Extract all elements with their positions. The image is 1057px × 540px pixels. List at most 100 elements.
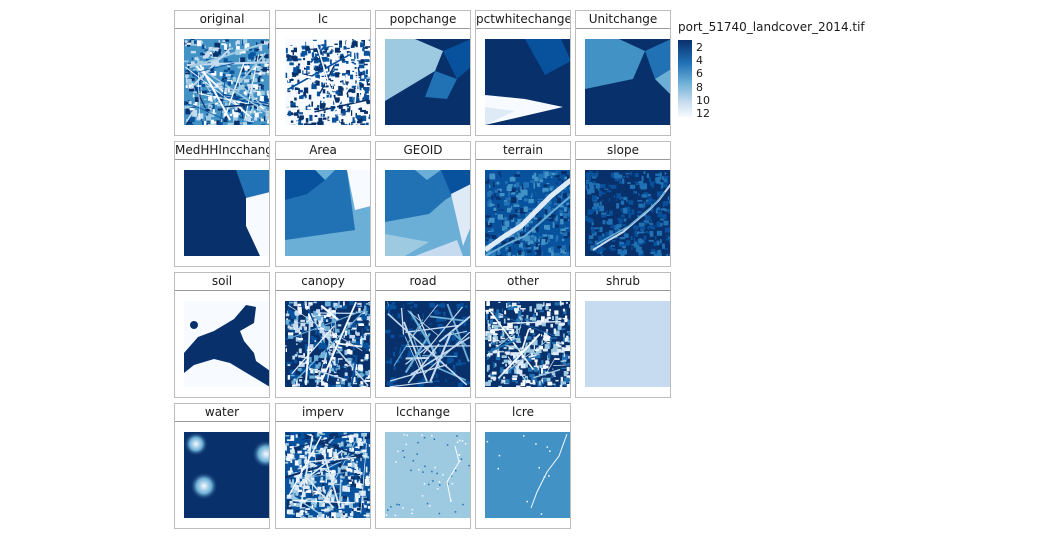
- raster-image-lcre: [485, 432, 570, 518]
- raster-plot: [285, 301, 370, 387]
- raster-image-geoid: [385, 170, 470, 256]
- raster-plot: [485, 301, 570, 387]
- raster-image-shrub: [585, 301, 670, 387]
- facet-label: lcchange: [395, 405, 451, 419]
- facet-panel-area: Area: [275, 141, 371, 267]
- facet-label: lc: [318, 12, 328, 26]
- facet-panel-pctwhitechange: pctwhitechange: [475, 10, 571, 136]
- facet-strip: other: [476, 273, 570, 291]
- facet-label: original: [199, 12, 245, 26]
- legend-tick-label: 6: [696, 67, 703, 81]
- legend-colorbar: [678, 40, 692, 117]
- legend-title: port_51740_landcover_2014.tif: [678, 20, 865, 34]
- raster-image-canopy: [285, 301, 370, 387]
- facet-label: shrub: [605, 274, 640, 288]
- raster-plot: [184, 39, 269, 125]
- facet-strip: Area: [276, 142, 370, 160]
- facet-strip: popchange: [376, 11, 470, 29]
- facet-label: road: [409, 274, 437, 288]
- facet-strip: canopy: [276, 273, 370, 291]
- raster-image-original: [184, 39, 269, 125]
- raster-plot: [485, 170, 570, 256]
- facet-strip: terrain: [476, 142, 570, 160]
- raster-image-popchange: [385, 39, 470, 125]
- facet-strip: shrub: [576, 273, 670, 291]
- raster-image-pctwhitechange: [485, 39, 570, 125]
- facet-strip: original: [175, 11, 269, 29]
- facet-label: Unitchange: [588, 12, 658, 26]
- facet-label: Area: [309, 143, 337, 157]
- raster-plot: [285, 170, 370, 256]
- facet-panel-canopy: canopy: [275, 272, 371, 398]
- raster-plot: [184, 432, 269, 518]
- raster-image-water: [184, 432, 269, 518]
- legend-tick-label: 2: [696, 41, 703, 54]
- facet-label: MedHHIncchange: [175, 143, 269, 157]
- raster-image-lcchange: [385, 432, 470, 518]
- facet-label: terrain: [502, 143, 544, 157]
- facet-panel-road: road: [375, 272, 471, 398]
- facet-label: water: [204, 405, 240, 419]
- facet-panel-soil: soil: [174, 272, 270, 398]
- facet-strip: MedHHIncchange: [175, 142, 269, 160]
- raster-plot: [184, 301, 269, 387]
- facet-label: popchange: [389, 12, 457, 26]
- raster-image-other: [485, 301, 570, 387]
- facet-panel-unitchange: Unitchange: [575, 10, 671, 136]
- raster-image-terrain: [485, 170, 570, 256]
- raster-image-imperv: [285, 432, 370, 518]
- facet-panel-medhhincchange: MedHHIncchange: [174, 141, 270, 267]
- facet-label: pctwhitechange: [476, 12, 570, 26]
- legend-tick-label: 10: [696, 93, 710, 107]
- raster-plot: [385, 301, 470, 387]
- raster-plot: [385, 432, 470, 518]
- raster-plot: [184, 170, 269, 256]
- raster-image-unitchange: [585, 39, 670, 125]
- raster-image-soil: [184, 301, 269, 387]
- raster-plot: [385, 170, 470, 256]
- facet-panel-original: original: [174, 10, 270, 136]
- raster-image-slope: [585, 170, 670, 256]
- facet-strip: lcchange: [376, 404, 470, 422]
- legend-tick-label: 4: [696, 54, 703, 68]
- facet-panel-lcchange: lcchange: [375, 403, 471, 529]
- raster-image-lc: [285, 39, 370, 125]
- facet-strip: lcre: [476, 404, 570, 422]
- raster-image-road: [385, 301, 470, 387]
- raster-plot: [485, 39, 570, 125]
- raster-image-area: [285, 170, 370, 256]
- raster-plot: [585, 301, 670, 387]
- facet-panel-terrain: terrain: [475, 141, 571, 267]
- facet-panel-slope: slope: [575, 141, 671, 267]
- raster-plot: [285, 432, 370, 518]
- facet-strip: imperv: [276, 404, 370, 422]
- facet-strip: pctwhitechange: [476, 11, 570, 29]
- facet-label: other: [507, 274, 539, 288]
- facet-panel-lcre: lcre: [475, 403, 571, 529]
- facet-strip: road: [376, 273, 470, 291]
- facet-strip: GEOID: [376, 142, 470, 160]
- facet-panel-imperv: imperv: [275, 403, 371, 529]
- facet-label: canopy: [301, 274, 345, 288]
- facet-panel-water: water: [174, 403, 270, 529]
- raster-plot: [585, 39, 670, 125]
- raster-plot: [285, 39, 370, 125]
- facet-panel-shrub: shrub: [575, 272, 671, 398]
- facet-strip: Unitchange: [576, 11, 670, 29]
- facet-panel-geoid: GEOID: [375, 141, 471, 267]
- facet-strip: lc: [276, 11, 370, 29]
- facet-strip: soil: [175, 273, 269, 291]
- facet-label: soil: [211, 274, 233, 288]
- facet-label: slope: [607, 143, 639, 157]
- facet-panel-lc: lc: [275, 10, 371, 136]
- raster-plot: [385, 39, 470, 125]
- legend-tick-label: 8: [696, 80, 703, 94]
- legend: port_51740_landcover_2014.tif 2 4 6 8 10 12: [678, 20, 865, 119]
- raster-image-medhhincchange: [184, 170, 269, 256]
- facet-strip: slope: [576, 142, 670, 160]
- facet-panel-other: other: [475, 272, 571, 398]
- raster-plot: [585, 170, 670, 256]
- legend-tick-label: 12: [696, 107, 710, 120]
- facet-label: imperv: [301, 405, 345, 419]
